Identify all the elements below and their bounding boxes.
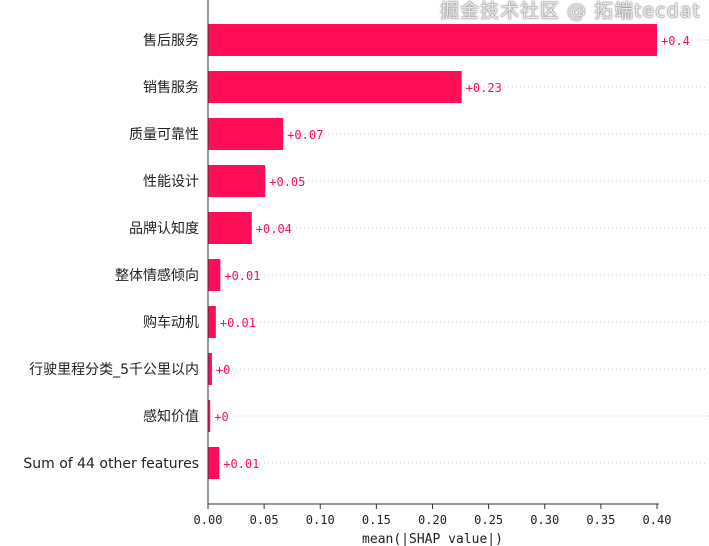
bar xyxy=(208,71,462,103)
value-label: +0 xyxy=(216,363,230,377)
value-label: +0.05 xyxy=(269,175,305,189)
category-label: 质量可靠性 xyxy=(129,127,199,143)
category-label: 品牌认知度 xyxy=(129,220,199,237)
bar xyxy=(208,400,211,432)
value-label: +0.01 xyxy=(223,457,259,471)
value-label: +0.04 xyxy=(256,222,292,236)
x-tick-label: 0.00 xyxy=(194,513,223,527)
category-label: 整体情感倾向 xyxy=(115,267,199,284)
value-label: +0 xyxy=(214,410,228,424)
bar xyxy=(208,24,657,56)
category-label: 性能设计 xyxy=(143,174,199,190)
category-label: 销售服务 xyxy=(143,80,199,96)
x-tick-label: 0.10 xyxy=(306,513,335,527)
x-tick-label: 0.20 xyxy=(418,513,447,527)
x-tick-label: 0.15 xyxy=(362,513,391,527)
category-label: 购车动机 xyxy=(143,314,199,331)
x-axis-label: mean(|SHAP value|) xyxy=(362,532,503,546)
x-tick-label: 0.25 xyxy=(474,513,503,527)
category-label: 感知价值 xyxy=(143,408,199,425)
value-label: +0.4 xyxy=(661,34,690,48)
x-tick-label: 0.30 xyxy=(530,513,559,527)
category-label: Sum of 44 other features xyxy=(23,456,199,472)
watermark: 掘金技术社区 @ 拓端tecdat xyxy=(440,0,701,22)
bar xyxy=(208,447,220,479)
bar xyxy=(208,259,221,291)
bar xyxy=(208,165,266,197)
bar xyxy=(208,212,252,244)
x-tick-label: 0.35 xyxy=(586,513,615,527)
value-label: +0.01 xyxy=(220,316,256,330)
x-tick-label: 0.05 xyxy=(250,513,279,527)
bar xyxy=(208,118,284,150)
bar xyxy=(208,306,216,338)
category-label: 售后服务 xyxy=(143,33,199,49)
value-label: +0.01 xyxy=(224,269,260,283)
value-label: +0.07 xyxy=(287,128,323,142)
x-tick-label: 0.40 xyxy=(643,513,672,527)
category-label: 行驶里程分类_5千公里以内 xyxy=(29,362,199,378)
bar xyxy=(208,353,212,385)
value-label: +0.23 xyxy=(466,81,502,95)
